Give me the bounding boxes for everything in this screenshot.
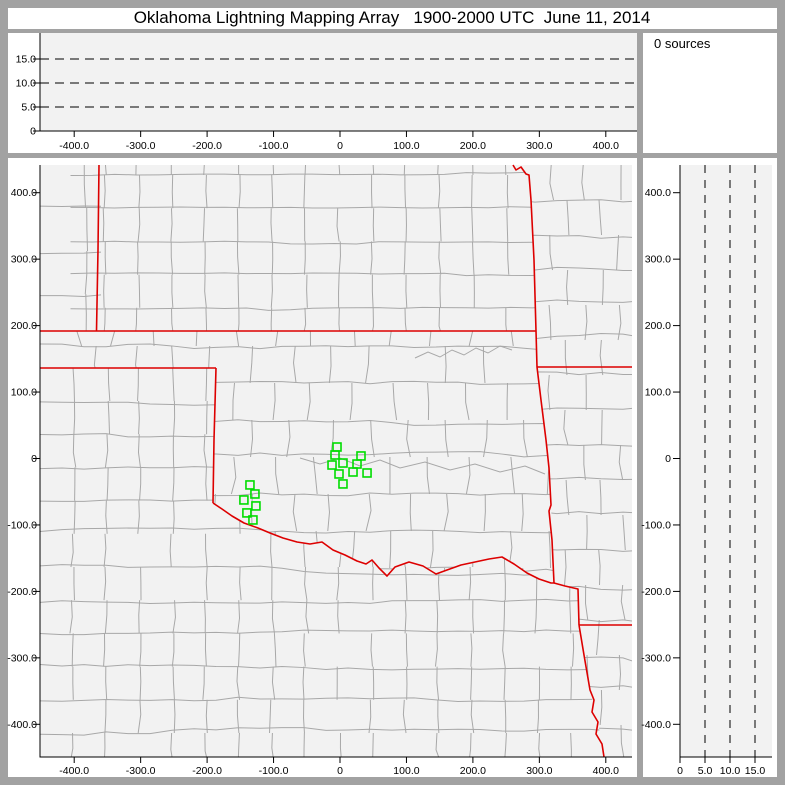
y-tick-label: 400.0 [11, 187, 37, 199]
x-tick-label: -300.0 [126, 140, 156, 152]
station-marker [239, 495, 249, 505]
x-tick-label: 100.0 [393, 765, 419, 777]
station-marker [251, 501, 261, 511]
y-tick-label: -300.0 [641, 652, 671, 664]
station-markers [239, 442, 372, 525]
x-tick-label: -100.0 [259, 140, 289, 152]
x-tick-label: -200.0 [192, 765, 222, 777]
alt-ew-plot-area[interactable] [40, 33, 637, 131]
x-tick-label: 10.0 [720, 765, 741, 777]
y-tick-label: 200.0 [645, 320, 671, 332]
y-tick-label: 300.0 [645, 254, 671, 266]
y-tick-label: 0 [31, 453, 37, 465]
y-tick-label: -400.0 [641, 719, 671, 731]
y-tick-label: -200.0 [7, 586, 37, 598]
x-tick-label: 0 [677, 765, 683, 777]
x-tick-label: 0 [337, 765, 343, 777]
y-tick-label: 5.0 [21, 102, 36, 114]
x-tick-label: -400.0 [59, 140, 89, 152]
station-marker [245, 480, 255, 490]
station-marker [348, 467, 358, 477]
state-border [512, 164, 555, 584]
y-tick-label: 10.0 [16, 78, 37, 90]
x-tick-label: 15.0 [745, 765, 766, 777]
x-tick-label: 400.0 [593, 765, 619, 777]
state-border [95, 164, 100, 332]
title-panel-bg [8, 8, 777, 29]
station-marker [338, 479, 348, 489]
title-panel: Oklahoma Lightning Mapping Array 1900-20… [134, 8, 651, 27]
map-panel: 400.0 300.0 200.0 100.0 0 -100.0 -200.0 -300.0 -… [7, 164, 632, 777]
station-marker [338, 458, 348, 468]
y-tick-label: 300.0 [11, 254, 37, 266]
x-tick-label: 0 [337, 140, 343, 152]
station-marker [327, 460, 337, 470]
x-tick-label: 300.0 [526, 140, 552, 152]
x-tick-label: 400.0 [593, 140, 619, 152]
y-tick-label: -300.0 [7, 652, 37, 664]
x-tick-label: 200.0 [460, 765, 486, 777]
x-tick-label: 300.0 [526, 765, 552, 777]
state-border [578, 624, 605, 758]
alt-ns-panel: 400.0 300.0 200.0 100.0 0 -100.0 -200.0 -300.0 -… [641, 165, 772, 777]
state-borders [40, 164, 632, 758]
x-tick-label: 100.0 [393, 140, 419, 152]
station-marker [250, 489, 260, 499]
y-tick-label: -200.0 [641, 586, 671, 598]
station-marker [242, 508, 252, 518]
y-tick-label: -100.0 [7, 519, 37, 531]
sources-panel-bg [643, 33, 777, 153]
x-tick-label: -400.0 [59, 765, 89, 777]
sources-panel: 0 sources [654, 36, 711, 51]
station-marker [330, 450, 340, 460]
x-tick-label: -300.0 [126, 765, 156, 777]
x-tick-label: 200.0 [460, 140, 486, 152]
y-tick-label: 15.0 [16, 54, 37, 66]
county-grid [70, 165, 536, 331]
y-tick-label: 100.0 [645, 387, 671, 399]
station-marker [334, 469, 344, 479]
y-tick-label: 200.0 [11, 320, 37, 332]
y-tick-label: -400.0 [7, 719, 37, 731]
y-tick-label: 0 [665, 453, 671, 465]
station-marker [248, 515, 258, 525]
alt-ns-plot-area[interactable] [680, 165, 772, 757]
x-tick-label: -100.0 [259, 765, 289, 777]
state-border [553, 582, 580, 626]
source-count-label: 0 sources [654, 36, 711, 51]
county-grid [40, 165, 102, 331]
station-marker [362, 468, 372, 478]
x-tick-label: -200.0 [192, 140, 222, 152]
x-tick-label: 5.0 [698, 765, 713, 777]
y-tick-label: 0 [30, 126, 36, 138]
page-title: Oklahoma Lightning Mapping Array 1900-20… [134, 8, 651, 27]
map-axes [39, 165, 632, 758]
y-tick-label: -100.0 [641, 519, 671, 531]
red-river-border [212, 502, 554, 584]
state-border [212, 367, 217, 504]
alt-ew-panel: 0 5.0 10.0 15.0 -400.0 -300.0 -200.0 -100.0 0 100… [16, 33, 637, 152]
y-tick-label: 400.0 [645, 187, 671, 199]
y-tick-label: 100.0 [11, 387, 37, 399]
